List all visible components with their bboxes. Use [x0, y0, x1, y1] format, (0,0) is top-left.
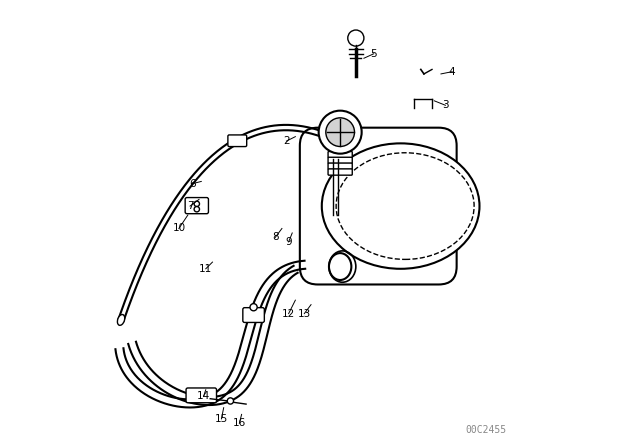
FancyBboxPatch shape	[185, 198, 209, 214]
Text: 3: 3	[442, 100, 449, 110]
FancyBboxPatch shape	[328, 151, 352, 158]
Text: 9: 9	[285, 237, 292, 247]
Text: 13: 13	[298, 309, 311, 319]
FancyBboxPatch shape	[328, 157, 352, 164]
Text: 11: 11	[199, 264, 212, 274]
Text: 4: 4	[449, 67, 456, 77]
Text: 16: 16	[233, 418, 246, 428]
FancyBboxPatch shape	[300, 128, 457, 284]
Circle shape	[227, 398, 234, 404]
Text: 7: 7	[187, 201, 193, 211]
Text: 15: 15	[215, 414, 228, 424]
Circle shape	[319, 111, 362, 154]
Text: 12: 12	[282, 309, 295, 319]
Text: 2: 2	[283, 136, 290, 146]
Circle shape	[194, 201, 200, 207]
Text: 5: 5	[371, 49, 377, 59]
FancyBboxPatch shape	[228, 135, 246, 146]
FancyBboxPatch shape	[186, 388, 216, 403]
Text: 00C2455: 00C2455	[465, 425, 506, 435]
Circle shape	[250, 304, 257, 311]
FancyBboxPatch shape	[328, 169, 352, 175]
Ellipse shape	[336, 153, 474, 259]
Ellipse shape	[117, 314, 125, 325]
Text: 6: 6	[189, 179, 196, 189]
Text: 10: 10	[172, 224, 186, 233]
Ellipse shape	[329, 253, 351, 280]
Ellipse shape	[322, 143, 479, 269]
FancyBboxPatch shape	[243, 308, 264, 323]
Text: 8: 8	[272, 233, 278, 242]
Circle shape	[326, 118, 355, 146]
Circle shape	[194, 207, 200, 212]
Text: 14: 14	[197, 392, 210, 401]
Circle shape	[348, 30, 364, 46]
FancyBboxPatch shape	[328, 163, 352, 169]
